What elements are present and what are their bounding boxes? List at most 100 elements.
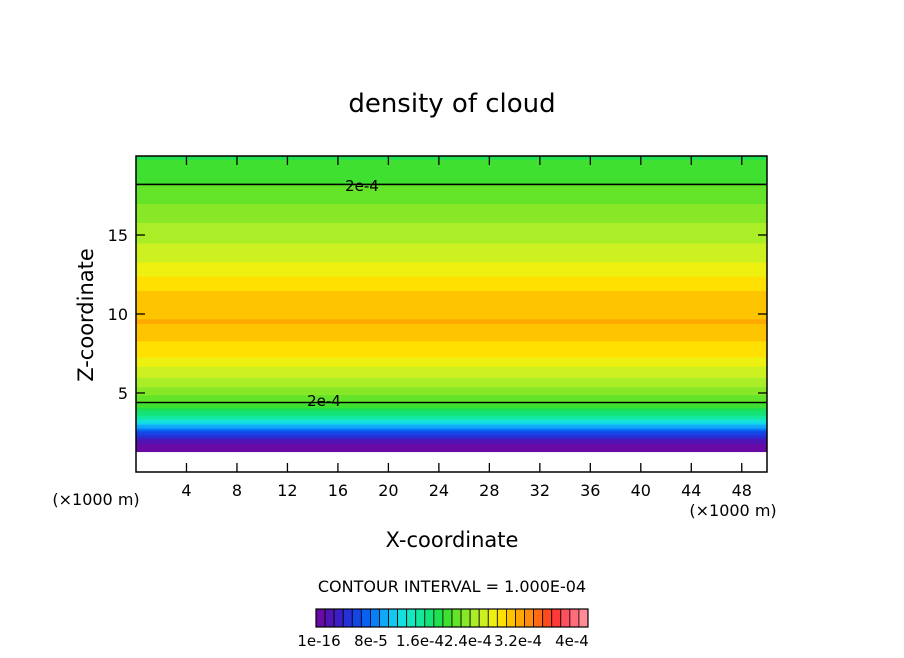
y-axis-ticks: 5 10 15 <box>108 226 767 403</box>
field-band <box>136 296 767 299</box>
x-axis-unit-right: (×1000 m) <box>689 501 776 520</box>
field-band <box>136 230 767 233</box>
field-band <box>136 405 767 408</box>
field-band <box>136 362 767 366</box>
colorbar-label: 4e-4 <box>555 632 589 650</box>
field-band <box>136 340 767 344</box>
field-band <box>136 197 767 200</box>
field-band <box>136 344 767 347</box>
field-band <box>136 331 767 334</box>
field-band <box>136 337 767 340</box>
field-band <box>136 165 767 168</box>
colorbar-swatch <box>478 608 489 628</box>
colorbar-swatch <box>569 608 580 628</box>
field-band <box>136 206 767 209</box>
x-tick-label: 44 <box>681 481 701 500</box>
field-band <box>136 415 767 418</box>
field-band <box>136 261 767 265</box>
field-band <box>136 217 767 220</box>
field-band <box>136 271 767 274</box>
field-band <box>136 189 767 192</box>
field-band <box>136 187 767 190</box>
field-band <box>136 247 767 250</box>
field-band <box>136 397 767 400</box>
colorbar-swatch <box>496 608 507 628</box>
field-band <box>136 424 767 427</box>
field-band <box>136 320 767 323</box>
field-band <box>136 276 767 279</box>
field-band <box>136 339 767 342</box>
colorbar <box>315 608 589 628</box>
field-band <box>136 200 767 203</box>
field-band <box>136 334 767 337</box>
colorbar-swatch <box>433 608 444 628</box>
field-band <box>136 173 767 176</box>
field-band <box>136 364 767 367</box>
field-band <box>136 345 767 348</box>
field-band <box>136 228 767 231</box>
x-tick-label: 28 <box>479 481 499 500</box>
field-band <box>136 201 767 204</box>
field-band <box>136 260 767 263</box>
colorbar-swatch <box>542 608 553 628</box>
field-band <box>136 351 767 355</box>
field-band <box>136 171 767 174</box>
field-band <box>136 246 767 249</box>
field-band <box>136 167 767 170</box>
field-band <box>136 277 767 280</box>
x-tick-label: 48 <box>732 481 752 500</box>
field-band <box>136 317 767 320</box>
field-band <box>136 307 767 310</box>
field-band <box>136 361 767 364</box>
field-band <box>136 168 767 171</box>
field-band <box>136 394 767 397</box>
field-band <box>136 375 767 378</box>
colorbar-swatch <box>487 608 498 628</box>
colorbar-swatch <box>551 608 562 628</box>
field-band <box>136 244 767 247</box>
field-band <box>136 255 767 258</box>
field-band <box>136 393 767 396</box>
field-band <box>136 446 767 449</box>
field-band <box>136 449 767 453</box>
field-band <box>136 380 767 383</box>
field-band <box>136 448 767 451</box>
field-band <box>136 391 767 394</box>
field-band <box>136 241 767 244</box>
field-band <box>136 291 767 295</box>
field-band <box>136 408 767 411</box>
field-band <box>136 272 767 276</box>
field-band <box>136 170 767 173</box>
field-band <box>136 318 767 321</box>
field-band <box>136 323 767 326</box>
field-band <box>136 423 767 426</box>
contour-label-upper: 2e-4 <box>345 177 379 195</box>
field-band <box>136 388 767 391</box>
field-band <box>136 418 767 421</box>
colorbar-label: 3.2e-4 <box>494 632 542 650</box>
field-band <box>136 179 767 182</box>
field-band <box>136 174 767 178</box>
field-band <box>136 198 767 201</box>
field-band <box>136 389 767 393</box>
field-band <box>136 347 767 350</box>
field-band <box>136 301 767 304</box>
field-band <box>136 445 767 448</box>
x-axis-unit-left: (×1000 m) <box>52 490 139 509</box>
field-band <box>136 253 767 257</box>
field-band <box>136 203 767 206</box>
field-band <box>136 263 767 266</box>
field-band <box>136 413 767 416</box>
x-tick-label: 8 <box>232 481 242 500</box>
field-band <box>136 432 767 435</box>
colorbar-swatch <box>460 608 471 628</box>
field-band <box>136 204 767 208</box>
field-band <box>136 223 767 227</box>
chart-title: density of cloud <box>348 89 555 119</box>
contour-label-lower: 2e-4 <box>307 392 341 410</box>
field-band <box>136 268 767 271</box>
colorbar-swatch <box>360 608 371 628</box>
field-band <box>136 321 767 325</box>
x-tick-label: 40 <box>631 481 651 500</box>
